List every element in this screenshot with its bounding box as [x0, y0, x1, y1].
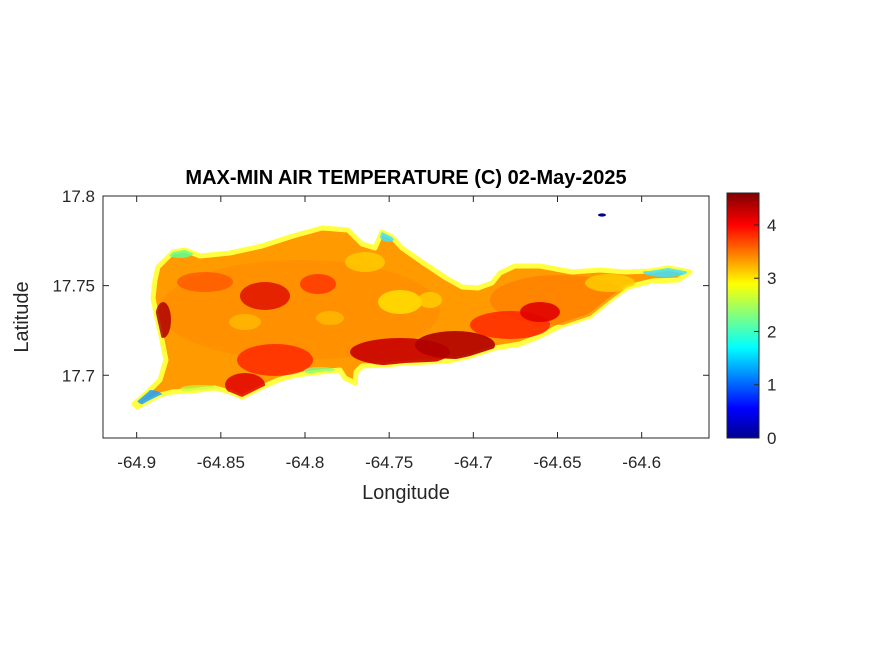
island-heatmap — [131, 213, 693, 410]
heat-blob — [345, 252, 385, 272]
x-tick-label: -64.9 — [117, 453, 156, 472]
heat-blob — [378, 290, 422, 314]
x-axis: -64.9 -64.85 -64.8 -64.75 -64.7 -64.65 -64.6 — [117, 196, 661, 472]
heat-blob — [418, 292, 442, 308]
y-tick-label: 17.75 — [52, 277, 95, 296]
y-axis-label: Latitude — [11, 281, 33, 352]
colorbar — [726, 192, 760, 439]
y-tick-label: 17.7 — [62, 366, 95, 385]
chart-title: MAX-MIN AIR TEMPERATURE (C) 02-May-2025 — [185, 167, 626, 189]
x-axis-label: Longitude — [362, 482, 450, 504]
colorbar-ticks: 0 1 2 3 4 — [754, 216, 776, 448]
colorbar-tick-label: 3 — [767, 269, 776, 288]
colorbar-tick-label: 1 — [767, 376, 776, 395]
colorbar-tick-label: 0 — [767, 429, 776, 448]
x-tick-label: -64.6 — [622, 453, 661, 472]
heat-blob — [300, 274, 336, 294]
heat-blob — [520, 302, 560, 322]
x-tick-label: -64.85 — [197, 453, 245, 472]
x-tick-label: -64.8 — [286, 453, 325, 472]
heat-blob — [237, 344, 313, 376]
heat-blob — [316, 311, 344, 325]
x-tick-label: -64.65 — [533, 453, 581, 472]
offshore-islet — [598, 213, 606, 217]
y-axis: 17.7 17.75 17.8 — [52, 187, 709, 385]
heat-blob — [415, 331, 495, 359]
x-tick-label: -64.75 — [365, 453, 413, 472]
heat-blob — [177, 272, 233, 292]
x-tick-label: -64.7 — [454, 453, 493, 472]
heat-blob — [229, 314, 261, 330]
y-tick-label: 17.8 — [62, 187, 95, 206]
heat-blob — [585, 274, 635, 292]
heat-blob — [240, 282, 290, 310]
colorbar-tick-label: 4 — [767, 216, 776, 235]
colorbar-tick-label: 2 — [767, 322, 776, 341]
